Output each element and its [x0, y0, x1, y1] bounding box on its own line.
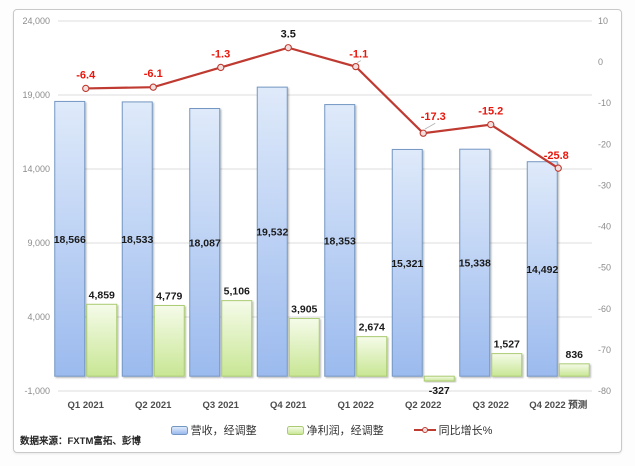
growth-marker: [284, 44, 292, 52]
growth-value-label: -25.8: [544, 150, 569, 162]
revenue-value-label: 14,492: [526, 264, 558, 276]
left-axis-tick-label: 4,000: [27, 312, 50, 322]
revenue-value-label: 15,338: [459, 258, 491, 270]
growth-value-label: -6.4: [76, 69, 96, 81]
right-axis-tick-label: -70: [598, 345, 611, 355]
combo-chart: 18,566 18,533 18,087 19,532 18,353 15,321 15,3…: [22, 16, 611, 411]
x-axis-category-label: Q2 2021: [135, 400, 172, 411]
growth-marker: [149, 83, 157, 91]
x-axis-category-label: Q4 2022 预测: [529, 399, 588, 411]
profit-bar: [356, 336, 388, 377]
legend-marker-dot: [421, 427, 428, 433]
growth-marker: [217, 63, 225, 72]
left-axis-tick-label: 19,000: [22, 90, 50, 100]
revenue-bar: [459, 148, 491, 377]
right-axis-tick-label: -20: [598, 139, 611, 149]
label-leader-line: [424, 122, 436, 130]
growth-value-label: -15.2: [478, 106, 503, 118]
revenue-bar: [121, 101, 153, 377]
right-axis-tick-label: 10: [598, 16, 608, 26]
profit-value-label: 4,859: [89, 289, 115, 301]
revenue-value-label: 19,532: [256, 227, 288, 239]
profit-bar: [86, 303, 118, 377]
left-axis-tick-label: -1,000: [24, 386, 50, 396]
growth-value-label: 3.5: [281, 29, 296, 41]
profit-bar: [288, 317, 320, 377]
profit-bar: [491, 353, 523, 377]
x-axis-category-label: Q3 2021: [203, 400, 240, 411]
growth-line: [85, 46, 559, 170]
profit-swatch-icon: [286, 425, 304, 435]
profit-value-label: -327: [429, 385, 450, 397]
chart-frame: 18,566 18,533 18,087 19,532 18,353 15,321 15,3…: [13, 9, 622, 453]
right-axis-tick-label: -50: [598, 263, 611, 273]
profit-value-label: 5,106: [224, 286, 250, 298]
left-axis-tick-label: 9,000: [27, 238, 50, 248]
growth-line-swatch-icon: [413, 426, 436, 435]
x-axis-category-label: Q1 2022: [338, 400, 374, 411]
right-axis-tick-label: -60: [598, 304, 611, 314]
profit-bar: [558, 363, 590, 377]
left-axis-tick-label: 14,000: [22, 164, 50, 174]
profit-value-label: 2,674: [359, 322, 385, 334]
x-axis-category-label: Q4 2021: [270, 400, 307, 411]
growth-value-label: -1.1: [349, 49, 368, 61]
right-axis-tick-label: -30: [598, 180, 611, 190]
revenue-bar: [324, 104, 356, 377]
profit-value-label: 836: [565, 349, 583, 361]
legend-item-profit: 净利润，经调整: [286, 422, 384, 438]
growth-value-label: -1.3: [211, 48, 230, 60]
revenue-bar: [189, 108, 221, 377]
revenue-value-label: 15,321: [391, 258, 423, 270]
growth-marker: [419, 129, 427, 137]
legend-item-growth: 同比增长%: [413, 422, 493, 438]
revenue-bar: [391, 148, 423, 377]
x-axis-category-label: Q3 2022: [473, 400, 509, 411]
growth-value-label: -17.3: [421, 111, 446, 123]
profit-value-label: 1,527: [494, 339, 520, 351]
revenue-value-label: 18,533: [121, 234, 153, 246]
right-axis-tick-label: -10: [598, 98, 611, 108]
revenue-value-label: 18,566: [54, 234, 86, 246]
legend-label: 同比增长%: [438, 425, 493, 437]
profit-value-label: 3,905: [291, 303, 317, 315]
legend-item-revenue: 营收，经调整: [170, 422, 257, 438]
profit-bar: [221, 300, 253, 377]
profit-bar: [423, 375, 455, 382]
chart-legend: 营收，经调整 净利润，经调整 同比增长%: [14, 422, 621, 438]
growth-value-label: -6.1: [144, 68, 163, 80]
revenue-bar: [526, 161, 558, 377]
x-axis-category-label: Q1 2021: [68, 400, 105, 411]
legend-label: 净利润，经调整: [306, 425, 384, 437]
profit-bar: [153, 304, 185, 377]
revenue-bar: [256, 86, 288, 377]
revenue-swatch-icon: [170, 425, 188, 435]
right-axis-tick-label: -40: [598, 222, 611, 232]
growth-marker: [82, 84, 90, 93]
label-leader-line: [357, 60, 361, 63]
x-axis-category-label: Q2 2022: [405, 400, 441, 411]
profit-value-label: 4,779: [156, 290, 182, 302]
legend-label: 营收，经调整: [190, 425, 257, 437]
growth-marker: [554, 164, 562, 172]
right-axis-tick-label: -80: [598, 386, 611, 396]
left-axis-tick-label: 24,000: [22, 16, 50, 26]
growth-marker: [487, 120, 495, 129]
right-axis-tick-label: 0: [598, 57, 603, 67]
source-note: 数据来源：FXTM富拓、彭博: [20, 436, 141, 447]
revenue-value-label: 18,087: [189, 237, 221, 249]
revenue-value-label: 18,353: [324, 235, 356, 247]
revenue-bar: [54, 100, 86, 377]
growth-marker: [352, 62, 360, 71]
